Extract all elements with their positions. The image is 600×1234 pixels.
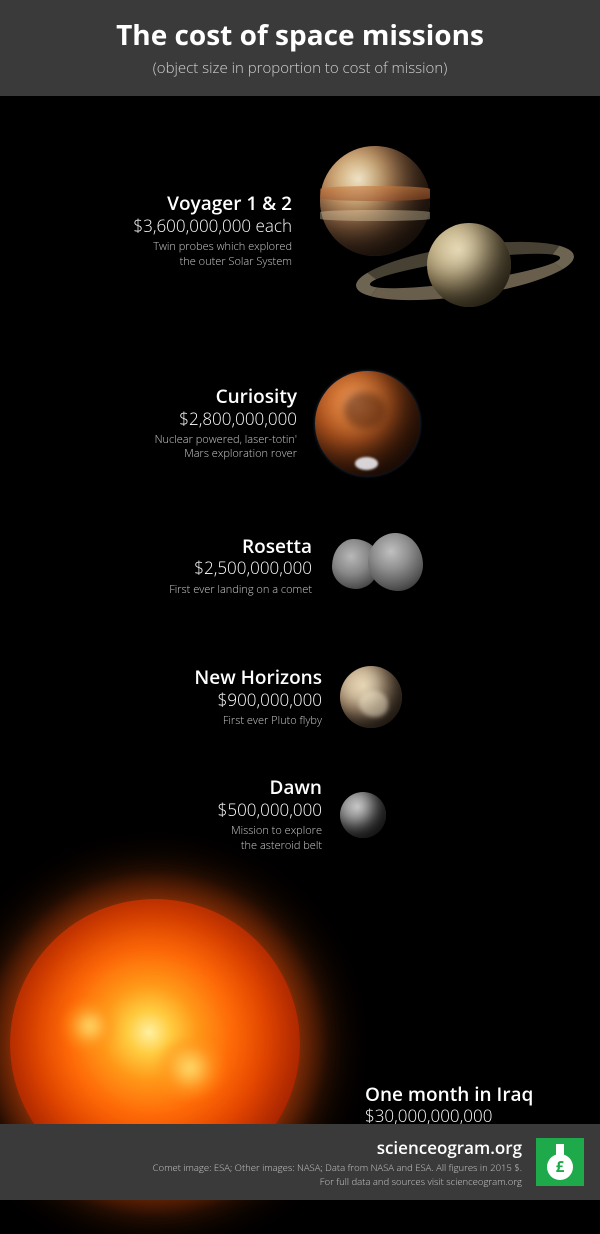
- mission-text: Voyager 1 & 2 $3,600,000,000 each Twin p…: [40, 192, 310, 270]
- mission-desc: First ever landing on a comet: [80, 583, 312, 598]
- mission-cost: $2,800,000,000: [60, 408, 297, 430]
- mission-name: Curiosity: [60, 385, 297, 408]
- saturn-icon: [365, 211, 575, 321]
- mission-voyager: Voyager 1 & 2 $3,600,000,000 each Twin p…: [40, 146, 580, 316]
- mission-name: Dawn: [100, 776, 322, 799]
- mission-desc: Mission to explore the asteroid belt: [100, 824, 322, 854]
- flask-icon: £: [547, 1144, 573, 1180]
- mission-rosetta: Rosetta $2,500,000,000 First ever landin…: [80, 531, 440, 601]
- mission-desc: Nuclear powered, laser-totin' Mars explo…: [60, 433, 297, 463]
- mission-cost: $500,000,000: [100, 799, 322, 821]
- mission-desc: First ever Pluto flyby: [85, 714, 322, 729]
- mission-text: New Horizons $900,000,000 First ever Plu…: [85, 666, 340, 729]
- footer-site: scienceogram.org: [16, 1136, 522, 1159]
- footer-credits: Comet image: ESA; Other images: NASA; Da…: [16, 1161, 522, 1188]
- header: The cost of space missions (object size …: [0, 0, 600, 96]
- ceres-icon: [340, 792, 386, 838]
- mission-curiosity: Curiosity $2,800,000,000 Nuclear powered…: [60, 371, 460, 476]
- mission-cost: $3,600,000,000 each: [40, 215, 292, 237]
- mission-cost: $2,500,000,000: [80, 557, 312, 579]
- mission-text: Dawn $500,000,000 Mission to explore the…: [100, 776, 340, 854]
- mission-dawn: Dawn $500,000,000 Mission to explore the…: [100, 776, 400, 854]
- page-subtitle: (object size in proportion to cost of mi…: [20, 58, 580, 78]
- logo-icon: £: [536, 1138, 584, 1186]
- mission-desc: Twin probes which explored the outer Sol…: [40, 240, 292, 270]
- footer: scienceogram.org Comet image: ESA; Other…: [0, 1124, 600, 1200]
- page-title: The cost of space missions: [20, 16, 580, 54]
- mission-cost: $900,000,000: [85, 689, 322, 711]
- mission-name: Rosetta: [80, 535, 312, 558]
- mission-name: One month in Iraq: [365, 1083, 555, 1106]
- infographic-body: Voyager 1 & 2 $3,600,000,000 each Twin p…: [0, 96, 600, 1126]
- mission-text: Rosetta $2,500,000,000 First ever landin…: [80, 535, 330, 598]
- mission-text: One month in Iraq $30,000,000,000 Cost t…: [345, 943, 555, 1146]
- mission-new-horizons: New Horizons $900,000,000 First ever Plu…: [85, 666, 415, 729]
- comet-icon: [330, 531, 425, 601]
- mission-name: Voyager 1 & 2: [40, 192, 292, 215]
- mission-name: New Horizons: [85, 666, 322, 689]
- pluto-icon: [340, 666, 402, 728]
- mission-text: Curiosity $2,800,000,000 Nuclear powered…: [60, 385, 315, 463]
- voyager-planets-icon: [310, 146, 560, 316]
- footer-text: scienceogram.org Comet image: ESA; Other…: [16, 1136, 536, 1188]
- mars-icon: [315, 371, 420, 476]
